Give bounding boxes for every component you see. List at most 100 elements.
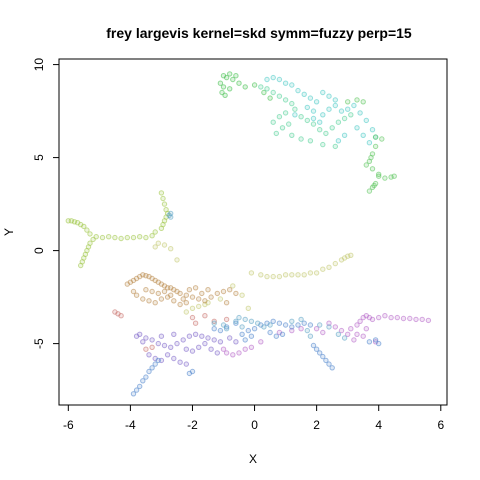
data-point: [230, 76, 236, 83]
data-point: [155, 357, 162, 364]
data-point: [304, 117, 310, 124]
data-point: [186, 333, 193, 339]
data-point: [348, 326, 354, 332]
data-point: [149, 233, 155, 239]
data-point: [276, 76, 283, 83]
data-point: [189, 348, 196, 354]
data-point: [313, 270, 320, 276]
data-point: [400, 315, 407, 322]
data-point: [161, 342, 168, 349]
data-point: [348, 112, 354, 118]
data-point: [149, 337, 155, 343]
data-point: [158, 296, 165, 302]
data-point: [313, 99, 320, 105]
data-point: [258, 84, 264, 90]
data-point: [270, 74, 276, 81]
data-point: [407, 315, 413, 322]
data-point: [230, 352, 236, 358]
data-point: [199, 333, 205, 339]
data-point: [363, 326, 369, 332]
data-point: [180, 337, 186, 343]
data-point: [276, 320, 283, 326]
data-point: [273, 130, 279, 137]
data-point: [351, 337, 357, 343]
data-point: [233, 290, 239, 297]
data-point: [177, 290, 183, 297]
data-point: [248, 333, 255, 339]
data-point: [233, 339, 239, 345]
data-point: [99, 234, 106, 241]
data-point: [335, 331, 342, 337]
data-point: [143, 335, 149, 341]
data-point: [391, 173, 397, 179]
data-point: [192, 320, 199, 326]
data-point: [130, 288, 137, 295]
data-point: [87, 231, 93, 237]
data-point: [289, 132, 295, 139]
data-point: [202, 340, 208, 347]
data-point: [313, 326, 320, 332]
x-axis: -6 -4 -2 0 2 4 6: [63, 405, 444, 432]
data-point: [211, 320, 217, 326]
data-point: [326, 264, 332, 270]
data-point: [379, 136, 385, 142]
data-point: [245, 305, 252, 311]
data-point: [369, 127, 376, 133]
data-point: [289, 318, 295, 324]
data-point: [282, 110, 289, 116]
data-point: [270, 89, 276, 96]
data-point: [341, 132, 348, 139]
data-point: [307, 270, 314, 276]
data-point: [351, 102, 357, 109]
data-point: [248, 344, 255, 350]
data-point: [264, 86, 270, 92]
data-point: [338, 327, 345, 334]
data-point: [239, 331, 245, 337]
data-point: [261, 89, 267, 96]
data-point: [189, 314, 196, 321]
data-point: [223, 316, 230, 323]
data-point: [371, 182, 377, 189]
data-point: [217, 296, 224, 302]
data-point: [279, 331, 286, 337]
data-point: [295, 322, 301, 328]
data-point: [161, 201, 168, 207]
data-point: [196, 296, 202, 302]
data-point: [323, 130, 329, 137]
data-point: [301, 320, 307, 326]
data-point: [307, 322, 314, 328]
data-point: [276, 273, 283, 280]
data-point: [143, 234, 149, 241]
data-point: [174, 257, 180, 263]
data-point: [251, 82, 258, 88]
data-point: [248, 318, 255, 324]
data-point: [366, 188, 373, 194]
data-point: [227, 86, 233, 92]
data-point: [354, 322, 360, 328]
data-point: [118, 235, 124, 242]
data-point: [202, 301, 208, 308]
data-point: [112, 234, 118, 241]
chart-title: frey largevis kernel=skd symm=fuzzy perp…: [106, 25, 412, 41]
data-point: [320, 112, 326, 118]
data-point: [267, 322, 273, 328]
data-point: [239, 292, 245, 298]
data-point: [171, 355, 177, 362]
data-point: [223, 74, 230, 81]
data-point: [388, 314, 394, 321]
data-point: [217, 80, 224, 86]
data-point: [267, 329, 273, 336]
x-tick-label: 0: [251, 418, 258, 432]
y-tick-label: 10: [32, 58, 46, 72]
data-point: [264, 76, 270, 83]
data-point: [369, 166, 376, 172]
data-point: [227, 335, 233, 341]
data-point: [149, 344, 155, 350]
data-point: [310, 342, 317, 349]
data-point: [106, 234, 112, 240]
data-point: [267, 95, 273, 101]
data-point: [307, 333, 314, 339]
data-point: [320, 141, 326, 148]
data-point: [301, 272, 307, 278]
